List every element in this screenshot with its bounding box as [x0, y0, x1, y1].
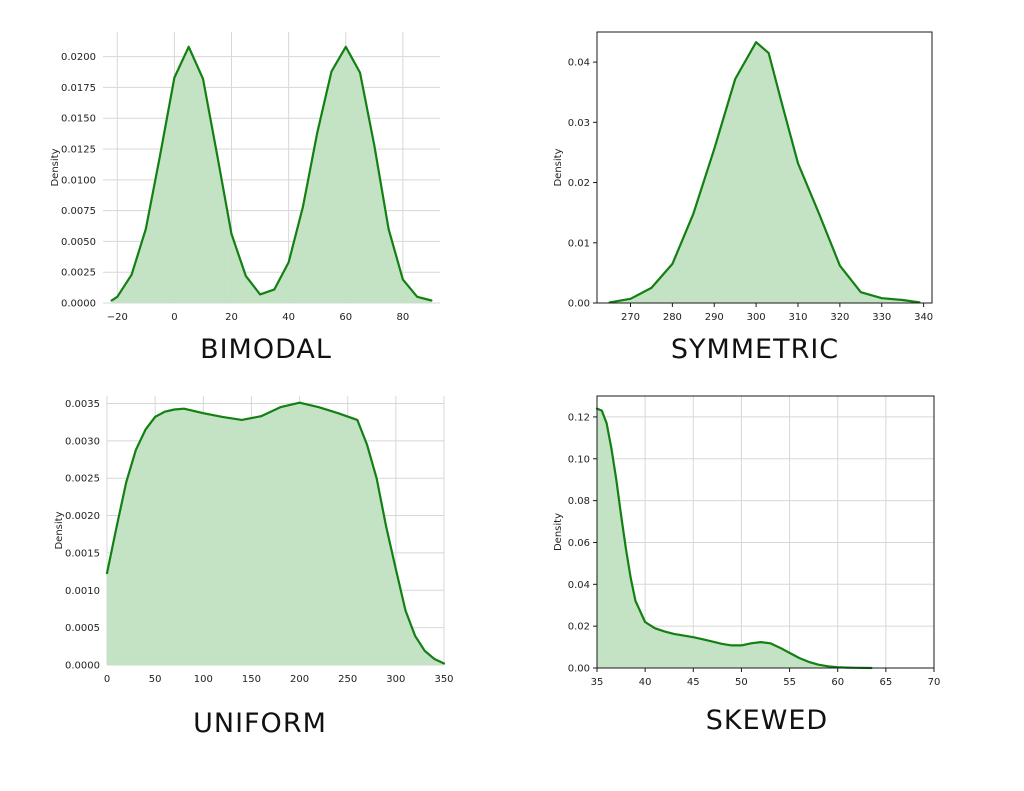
symmetric-x-tick-label: 290 — [705, 312, 724, 323]
symmetric-y-tick-label: 0.02 — [568, 178, 590, 189]
symmetric-density-line — [608, 41, 921, 304]
uniform-y-tick-label: 0.0015 — [65, 548, 100, 559]
uniform-y-axis-label: Density — [54, 511, 65, 549]
skewed-axes-frame — [596, 395, 935, 669]
skewed-y-tick-label: 0.12 — [568, 412, 590, 423]
bimodal-y-tick-label: 0.0000 — [61, 299, 96, 310]
uniform-caption: UNIFORM — [193, 708, 327, 739]
skewed-x-tick-label: 65 — [879, 677, 892, 688]
symmetric-x-tick-label: 300 — [747, 312, 766, 323]
skewed-density-line — [595, 407, 873, 670]
uniform-x-tick-label: 100 — [194, 674, 213, 685]
skewed-y-tick-label: 0.02 — [568, 622, 590, 633]
bimodal-y-tick-label: 0.0075 — [61, 206, 96, 217]
skewed-y-axis-label: Density — [553, 513, 564, 551]
uniform-y-tick-label: 0.0010 — [65, 586, 100, 597]
symmetric-y-tick-label: 0.01 — [568, 238, 590, 249]
uniform-density-area — [107, 402, 444, 665]
bimodal-y-tick-label: 0.0100 — [61, 175, 96, 186]
skewed-y-tick-label: 0.06 — [568, 538, 590, 549]
uniform-x-tick-label: 150 — [242, 674, 261, 685]
bimodal-x-tick-label: 40 — [282, 312, 295, 323]
uniform-y-tick-label: 0.0025 — [65, 474, 100, 485]
symmetric-y-tick-label: 0.00 — [568, 299, 590, 310]
bimodal-x-tick-label: 20 — [225, 312, 238, 323]
bimodal-x-tick-label: 0 — [171, 312, 177, 323]
symmetric-x-tick-label: 310 — [788, 312, 807, 323]
bimodal-y-tick-label: 0.0125 — [61, 145, 96, 156]
bimodal-density-line — [110, 45, 433, 302]
skewed-y-tick-label: 0.04 — [568, 580, 590, 591]
uniform-y-tick-label: 0.0030 — [65, 436, 100, 447]
skewed-x-tick-label: 40 — [639, 677, 652, 688]
symmetric-y-tick-label: 0.04 — [568, 58, 590, 69]
skewed-x-tick-label: 55 — [783, 677, 796, 688]
uniform-y-tick-label: 0.0035 — [65, 399, 100, 410]
symmetric-x-tick-label: 280 — [663, 312, 682, 323]
skewed-x-tick-label: 35 — [591, 677, 604, 688]
uniform-y-tick-label: 0.0005 — [65, 623, 100, 634]
symmetric-axes-frame — [596, 31, 933, 304]
skewed-x-tick-label: 50 — [735, 677, 748, 688]
uniform-x-tick-label: 50 — [149, 674, 162, 685]
symmetric-x-tick-label: 330 — [872, 312, 891, 323]
symmetric-x-tick-label: 320 — [830, 312, 849, 323]
skewed-caption: SKEWED — [705, 705, 829, 736]
skewed-x-tick-label: 60 — [831, 677, 844, 688]
bimodal-caption: BIMODAL — [200, 334, 332, 365]
bimodal-y-axis-label: Density — [50, 148, 61, 186]
symmetric-y-tick-label: 0.03 — [568, 118, 590, 129]
skewed-x-tick-label: 70 — [928, 677, 941, 688]
symmetric-x-tick-label: 270 — [621, 312, 640, 323]
uniform-x-tick-label: 0 — [104, 674, 110, 685]
skewed-y-tick-label: 0.00 — [568, 664, 590, 675]
skewed-y-tick-label: 0.08 — [568, 496, 590, 507]
bimodal-density-area — [111, 46, 432, 304]
uniform-density-line — [105, 401, 446, 665]
skewed-y-tick-label: 0.10 — [568, 454, 590, 465]
uniform-x-tick-label: 300 — [386, 674, 405, 685]
bimodal-y-tick-label: 0.0200 — [61, 52, 96, 63]
symmetric-x-tick-label: 340 — [914, 312, 933, 323]
skewed-x-tick-label: 45 — [687, 677, 700, 688]
uniform-x-tick-label: 200 — [290, 674, 309, 685]
bimodal-x-tick-label: −20 — [107, 312, 128, 323]
bimodal-x-tick-label: 60 — [339, 312, 352, 323]
uniform-y-tick-label: 0.0020 — [65, 511, 100, 522]
bimodal-y-tick-label: 0.0050 — [61, 237, 96, 248]
bimodal-y-tick-label: 0.0175 — [61, 83, 96, 94]
bimodal-y-tick-label: 0.0150 — [61, 114, 96, 125]
uniform-x-tick-label: 250 — [338, 674, 357, 685]
symmetric-density-area — [609, 42, 920, 303]
symmetric-caption: SYMMETRIC — [670, 334, 840, 365]
uniform-x-tick-label: 350 — [434, 674, 453, 685]
uniform-y-tick-label: 0.0000 — [65, 661, 100, 672]
symmetric-y-axis-label: Density — [553, 148, 564, 186]
skewed-density-area — [597, 408, 872, 668]
bimodal-y-tick-label: 0.0025 — [61, 268, 96, 279]
bimodal-x-tick-label: 80 — [397, 312, 410, 323]
